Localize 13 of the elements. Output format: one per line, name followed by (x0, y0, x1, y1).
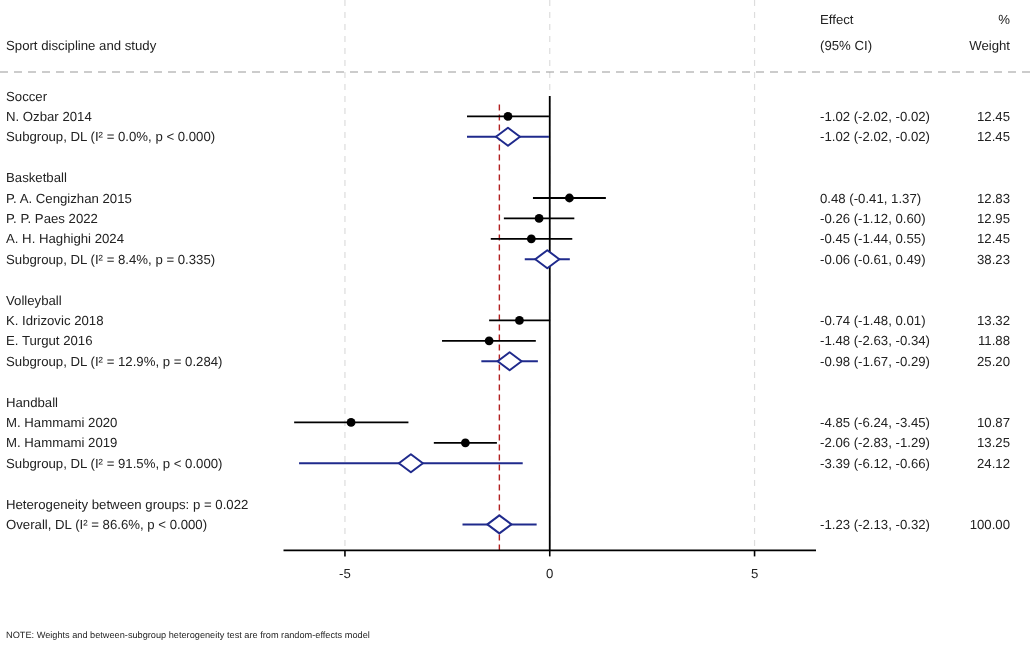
point (496, 351, 523, 372)
point (515, 316, 524, 325)
point (397, 453, 424, 474)
point (503, 112, 513, 121)
point (460, 438, 470, 448)
point (484, 336, 494, 346)
point (534, 214, 544, 223)
point (565, 193, 574, 203)
point (346, 418, 356, 427)
point (534, 249, 561, 270)
point (526, 234, 536, 244)
point (486, 514, 513, 535)
point (494, 126, 521, 147)
